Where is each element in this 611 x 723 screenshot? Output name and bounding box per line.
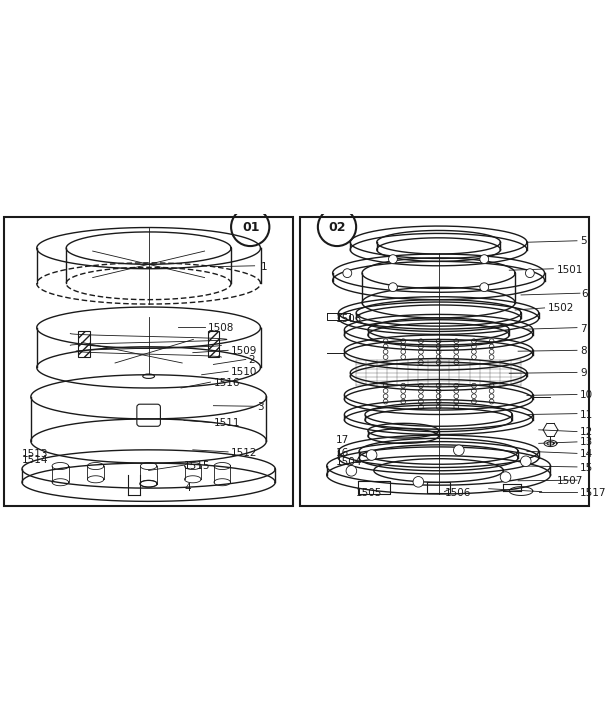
Text: 1511: 1511 <box>213 419 240 428</box>
Circle shape <box>480 283 489 291</box>
Text: 3: 3 <box>258 402 264 412</box>
Bar <box>78 330 90 357</box>
Text: 14: 14 <box>580 449 593 459</box>
Text: 1503: 1503 <box>335 314 362 324</box>
Text: 12: 12 <box>580 427 593 437</box>
Text: 1509: 1509 <box>231 346 257 356</box>
Text: 9: 9 <box>580 368 587 378</box>
Text: 1513: 1513 <box>22 449 48 459</box>
Text: 1504: 1504 <box>335 457 362 466</box>
Text: 1: 1 <box>260 262 267 273</box>
Circle shape <box>413 476 423 487</box>
Circle shape <box>343 269 352 278</box>
Text: 1516: 1516 <box>213 377 240 388</box>
Text: 8: 8 <box>580 346 587 356</box>
Text: 1517: 1517 <box>580 487 607 497</box>
Text: 16: 16 <box>335 448 349 458</box>
Text: 1508: 1508 <box>208 322 234 333</box>
Text: 1512: 1512 <box>231 448 258 458</box>
Circle shape <box>453 445 464 455</box>
Circle shape <box>367 450 377 461</box>
Text: 4: 4 <box>184 483 191 493</box>
Text: 1510: 1510 <box>231 367 257 377</box>
Text: 5: 5 <box>580 236 587 246</box>
Text: 11: 11 <box>580 409 593 419</box>
Text: 02: 02 <box>328 221 346 234</box>
Ellipse shape <box>143 374 155 378</box>
Circle shape <box>525 269 534 278</box>
Text: 13: 13 <box>580 437 593 448</box>
Text: 6: 6 <box>582 288 588 299</box>
Circle shape <box>500 471 511 482</box>
Circle shape <box>389 283 397 291</box>
Circle shape <box>521 456 531 466</box>
Text: 1514: 1514 <box>22 455 48 465</box>
Text: 7: 7 <box>580 324 587 334</box>
Ellipse shape <box>140 481 158 487</box>
Text: 1502: 1502 <box>547 304 574 314</box>
Circle shape <box>389 254 397 264</box>
Text: 1506: 1506 <box>444 487 471 497</box>
Text: 1515: 1515 <box>184 461 210 471</box>
Circle shape <box>346 466 357 476</box>
FancyBboxPatch shape <box>137 404 161 427</box>
Text: 1507: 1507 <box>557 476 583 486</box>
Text: 10: 10 <box>580 390 593 401</box>
Circle shape <box>480 254 489 264</box>
Bar <box>208 330 219 357</box>
Text: 15: 15 <box>580 463 593 473</box>
Text: 01: 01 <box>243 221 260 234</box>
Text: 17: 17 <box>335 435 349 445</box>
Text: 2: 2 <box>249 355 255 365</box>
Text: 1501: 1501 <box>557 265 583 275</box>
Text: 1505: 1505 <box>356 487 382 497</box>
